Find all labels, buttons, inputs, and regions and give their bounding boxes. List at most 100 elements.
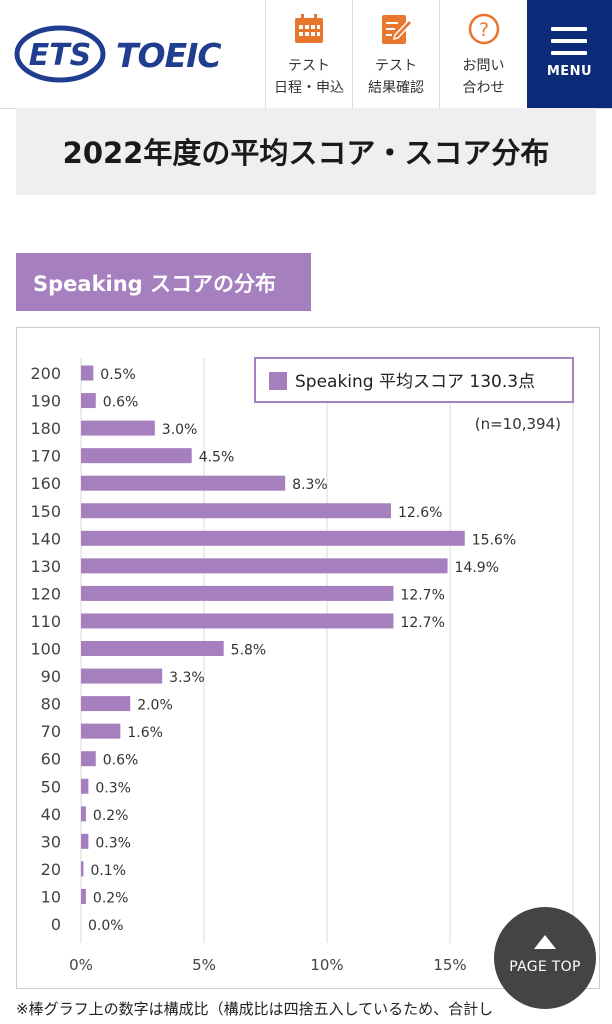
bar [81,365,94,381]
bar [81,833,89,849]
y-tick-label: 180 [30,419,61,438]
y-tick-label: 170 [30,447,61,466]
ets-toeic-logo[interactable]: ETS TOEIC [14,24,229,90]
ets-logo-text: ETS [29,38,92,73]
y-tick-label: 60 [41,750,61,769]
bar [81,420,155,436]
y-tick-label: 150 [30,502,61,521]
bar [81,778,89,794]
nav-contact[interactable]: ? お問い 合わせ [439,0,527,108]
data-label: 8.3% [292,477,328,493]
score-distribution-chart: 0%5%10%15%20%2000.5%1900.6%1803.0%1704.5… [16,327,600,989]
bar [81,861,84,877]
data-label: 1.6% [127,725,163,741]
bar [81,696,131,712]
data-label: 0.1% [90,863,126,879]
arrow-up-icon [534,935,556,949]
data-label: 0.5% [100,367,136,383]
data-label: 3.0% [162,422,198,438]
data-label: 12.7% [400,615,444,631]
nav-label-line1: テスト [375,58,417,74]
x-tick-label: 10% [310,956,343,974]
bar [81,475,286,491]
bar [81,530,465,546]
data-label: 14.9% [455,560,499,576]
legend-label: Speaking 平均スコア 130.3点 [295,372,535,392]
data-label: 0.0% [88,918,124,934]
toeic-logo-text: TOEIC [116,36,222,75]
hamburger-icon [551,51,587,55]
legend-swatch [269,372,287,390]
data-label: 0.2% [93,808,129,824]
y-tick-label: 160 [30,474,61,493]
y-tick-label: 140 [30,529,61,548]
nav-test-schedule[interactable]: テスト 日程・申込 [265,0,352,108]
page-top-label: PAGE TOP [509,959,581,975]
y-tick-label: 0 [51,915,61,934]
bar [81,668,163,684]
y-tick-label: 90 [41,667,61,686]
bar [81,641,224,656]
ets-logo-icon: ETS [14,25,106,83]
bar [81,503,391,519]
menu-button[interactable]: MENU [527,0,612,108]
y-tick-label: 70 [41,722,61,741]
bar [81,393,96,409]
hamburger-icon [551,39,587,43]
data-label: 0.3% [95,780,131,796]
section-title: Speaking スコアの分布 [33,272,277,296]
data-label: 3.3% [169,670,205,686]
y-tick-label: 40 [41,805,61,824]
menu-label: MENU [546,64,593,79]
x-tick-label: 15% [433,956,466,974]
y-tick-label: 200 [30,364,61,383]
bar [81,448,192,464]
page-title-box: 2022年度の平均スコア・スコア分布 [16,108,596,195]
svg-text:?: ? [478,19,488,41]
data-label: 12.6% [398,505,442,521]
y-tick-label: 130 [30,557,61,576]
data-label: 0.6% [103,395,139,411]
bar [81,751,96,767]
bar [81,888,86,904]
data-label: 0.6% [103,753,139,769]
y-tick-label: 190 [30,392,61,411]
data-label: 4.5% [199,450,235,466]
data-label: 2.0% [137,698,173,714]
y-tick-label: 110 [30,612,61,631]
page-top-button[interactable]: PAGE TOP [494,907,596,1009]
section-heading: Speaking スコアの分布 [16,253,311,311]
x-tick-label: 5% [192,956,216,974]
edit-note-icon [382,15,413,44]
data-label: 5.8% [231,643,267,659]
y-tick-label: 80 [41,695,61,714]
nav-label-line1: テスト [288,58,330,74]
bar [81,585,394,601]
y-tick-label: 30 [41,832,61,851]
data-label: 12.7% [400,587,444,603]
sample-size-note: (n=10,394) [475,415,561,433]
nav-label-line1: お問い [462,58,505,74]
data-label: 15.6% [472,532,516,548]
nav-test-results[interactable]: テスト 結果確認 [352,0,439,108]
y-tick-label: 10 [41,887,61,906]
bar [81,613,394,629]
footnote: ※棒グラフ上の数字は構成比（構成比は四捨五入しているため、合計し [16,1000,494,1018]
y-tick-label: 100 [30,640,61,659]
nav-label-line2: 結果確認 [368,80,424,96]
bar [81,806,86,822]
page-title: 2022年度の平均スコア・スコア分布 [62,136,550,170]
data-label: 0.3% [95,835,131,851]
nav-label-line2: 日程・申込 [274,80,344,96]
y-tick-label: 20 [41,860,61,879]
site-header: ETS TOEIC テスト 日程・申込 テスト 結果確認 ? お問い 合 [0,0,612,109]
y-tick-label: 50 [41,777,61,796]
calendar-icon [295,14,323,43]
bar [81,723,121,739]
bar [81,558,448,574]
bar-chart: 0%5%10%15%20%2000.5%1900.6%1803.0%1704.5… [30,357,590,974]
y-tick-label: 120 [30,584,61,603]
x-tick-label: 0% [69,956,93,974]
nav-label-line2: 合わせ [462,80,505,96]
question-icon: ? [468,13,499,45]
